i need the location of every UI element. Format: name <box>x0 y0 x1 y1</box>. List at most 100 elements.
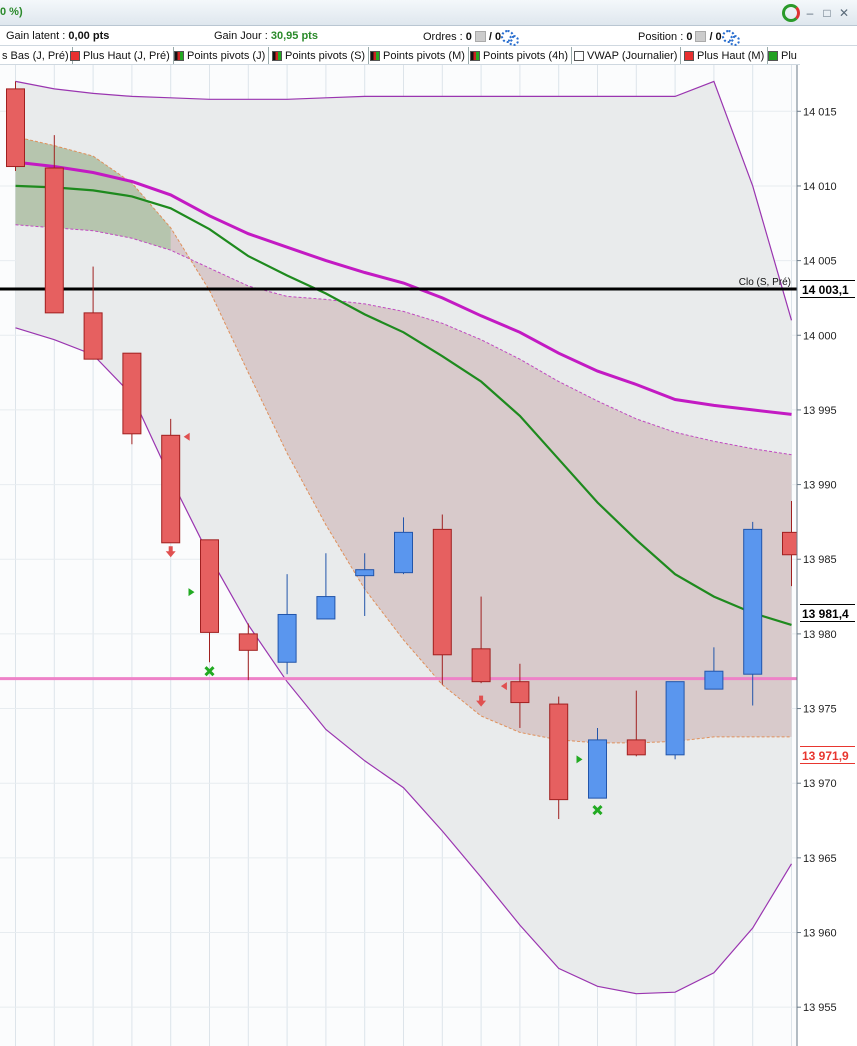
candle[interactable] <box>44 135 64 314</box>
candle[interactable] <box>355 553 375 616</box>
minimize-icon[interactable]: – <box>806 6 814 20</box>
ordres-total: / 0 <box>488 31 502 43</box>
legend-label: VWAP (Journalier) <box>587 49 678 62</box>
right-triangle-icon <box>188 588 195 597</box>
candle-body <box>161 434 181 544</box>
axis-tick-label: 14 015 <box>803 106 837 118</box>
ordres-value: 0 <box>465 31 472 43</box>
envelope-outer-line <box>15 80 793 321</box>
position-value: 0 <box>686 31 693 43</box>
candle[interactable] <box>626 690 646 757</box>
candle[interactable] <box>238 623 258 681</box>
legend-label: Plu <box>781 49 797 62</box>
cross-icon <box>204 666 215 677</box>
horizontal-levels: Clo (S, Pré) <box>0 277 797 681</box>
legend-label: s Bas (J, Pré) <box>2 49 69 62</box>
candle[interactable] <box>161 418 181 544</box>
ordres-label: Ordres : <box>423 31 463 43</box>
candle[interactable] <box>704 647 724 690</box>
candle-body <box>6 88 25 168</box>
legend-label: Points pivots (M) <box>383 49 465 62</box>
close-position-icon[interactable] <box>695 31 707 42</box>
price-tag: 13 971,9 <box>800 745 855 764</box>
gain-latent: Gain latent : 0,00 pts <box>6 30 109 42</box>
legend-swatch <box>768 50 778 61</box>
candle[interactable] <box>549 696 569 820</box>
position-total: / 0 <box>709 31 722 43</box>
candle[interactable] <box>6 81 25 172</box>
legend-label: Plus Haut (J, Pré) <box>83 49 170 62</box>
cross-icon <box>592 805 603 816</box>
gain-jour: Gain Jour : 30,95 pts <box>214 30 318 42</box>
candle-body <box>743 528 763 675</box>
axis-background <box>797 65 857 1046</box>
legend-item[interactable]: Points pivots (J) <box>172 47 270 64</box>
refresh-icon[interactable] <box>782 4 800 22</box>
ordres: Ordres : 0 / 0 <box>423 30 520 46</box>
band-lower-line <box>15 327 793 995</box>
gain-latent-label: Gain latent : <box>6 30 66 42</box>
price-axis: 13 955 13 960 13 965 13 970 13 975 13 980 13 9… <box>796 65 857 1046</box>
candle[interactable] <box>122 352 142 445</box>
window-titlebar: 0 %) – □ ✕ <box>0 0 857 26</box>
legend-swatch <box>272 50 282 61</box>
candle-body <box>122 352 142 435</box>
gain-latent-value: 0,00 pts <box>68 30 110 42</box>
legend-item[interactable]: Points pivots (4h) <box>468 47 572 64</box>
candle-body <box>704 670 724 690</box>
price-tag: 14 003,1 <box>800 279 855 298</box>
candle[interactable] <box>588 727 607 799</box>
axis-tick-label: 13 960 <box>803 928 837 940</box>
gain-jour-label: Gain Jour : <box>214 30 268 42</box>
legend-item[interactable]: VWAP (Journalier) <box>572 47 682 64</box>
candle-body <box>44 167 64 314</box>
legend-swatch <box>370 50 380 61</box>
candle[interactable] <box>782 501 801 587</box>
axis-tick-label: 13 955 <box>803 1002 837 1014</box>
legend-swatch <box>174 50 184 61</box>
legend-item[interactable]: Plus Haut (J, Pré) <box>68 47 174 64</box>
sell-arrow-icon <box>165 546 176 558</box>
legend-item[interactable]: s Bas (J, Pré) <box>0 47 73 64</box>
axis-tick-label: 13 990 <box>803 480 837 492</box>
candle-body <box>626 739 646 756</box>
cancel-orders-icon[interactable] <box>474 31 486 42</box>
candle[interactable] <box>471 596 491 684</box>
legend-label: Plus Haut (M) <box>697 49 765 62</box>
axis-tick-label: 13 995 <box>803 405 837 417</box>
account-info-bar: Gain latent : 0,00 pts Gain Jour : 30,95… <box>0 26 857 46</box>
gears-icon[interactable] <box>501 30 520 46</box>
candle[interactable] <box>200 539 219 663</box>
candle[interactable] <box>277 574 297 675</box>
candle[interactable] <box>316 553 336 620</box>
candle[interactable] <box>83 266 103 360</box>
candle-body <box>665 681 685 756</box>
candle-body <box>200 539 219 633</box>
legend-item[interactable]: Plus Haut (M) <box>682 47 769 64</box>
maximize-icon[interactable]: □ <box>823 6 831 20</box>
legend-swatch <box>470 50 480 61</box>
position: Position : 0 / 0 <box>638 30 740 46</box>
axis-tick-label: 13 980 <box>803 629 837 641</box>
indicator-legend: s Bas (J, Pré) Plus Haut (J, Pré) Points p… <box>0 46 800 65</box>
band-upper-line <box>15 136 792 744</box>
gears-icon[interactable] <box>721 30 740 46</box>
candle[interactable] <box>743 521 763 706</box>
legend-item[interactable]: Points pivots (M) <box>368 47 469 64</box>
candle[interactable] <box>394 517 413 575</box>
candle-body <box>394 531 413 574</box>
candle[interactable] <box>665 681 685 760</box>
close-icon[interactable]: ✕ <box>838 6 850 20</box>
sell-arrow-icon <box>476 695 487 707</box>
candle[interactable] <box>510 663 530 728</box>
candle-body <box>83 312 103 360</box>
candles[interactable] <box>6 81 801 820</box>
legend-swatch <box>70 50 80 61</box>
candle[interactable] <box>432 514 452 685</box>
candle-body <box>471 648 491 683</box>
right-triangle-icon <box>576 755 583 764</box>
legend-item[interactable]: Plu <box>766 47 800 64</box>
legend-item[interactable]: Points pivots (S) <box>270 47 370 64</box>
candle-body <box>355 569 375 577</box>
